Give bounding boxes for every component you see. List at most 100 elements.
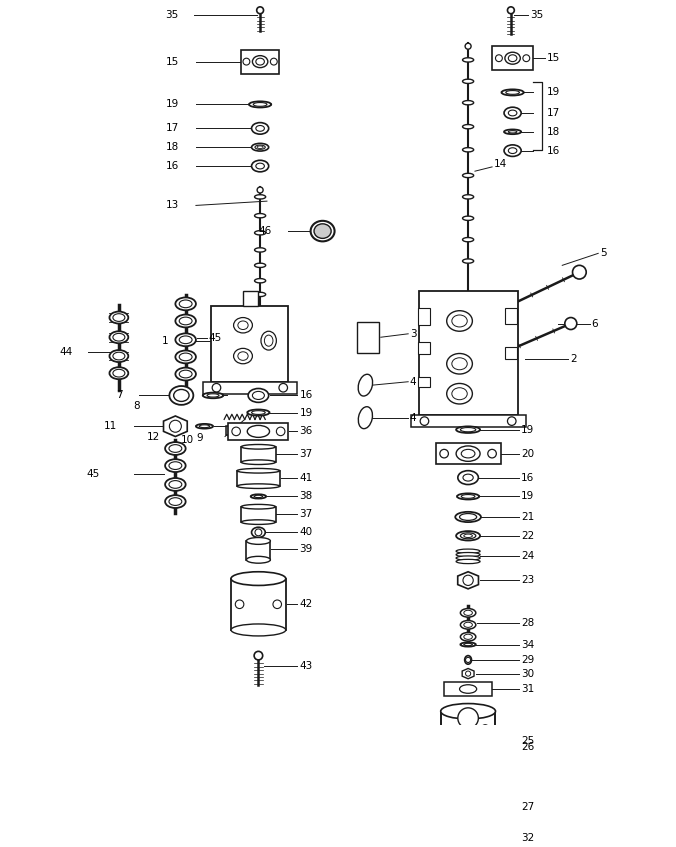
Bar — [241, 446, 276, 462]
Ellipse shape — [310, 221, 335, 241]
Circle shape — [270, 58, 277, 65]
Polygon shape — [462, 668, 474, 678]
Text: 39: 39 — [299, 545, 313, 555]
Ellipse shape — [460, 428, 476, 432]
Ellipse shape — [462, 101, 474, 105]
Circle shape — [483, 737, 491, 745]
Circle shape — [440, 450, 448, 458]
Bar — [226, 426, 243, 435]
Ellipse shape — [251, 495, 266, 499]
Circle shape — [463, 575, 473, 585]
Ellipse shape — [170, 386, 193, 405]
Ellipse shape — [248, 389, 268, 402]
Ellipse shape — [165, 459, 186, 472]
Ellipse shape — [464, 534, 473, 538]
Text: 34: 34 — [521, 639, 535, 650]
Ellipse shape — [456, 559, 480, 563]
Ellipse shape — [452, 388, 467, 400]
Ellipse shape — [464, 623, 473, 628]
Circle shape — [458, 708, 479, 728]
Ellipse shape — [179, 317, 192, 324]
Ellipse shape — [505, 53, 521, 64]
Ellipse shape — [169, 480, 182, 489]
Bar — [505, 346, 517, 358]
Ellipse shape — [464, 644, 473, 645]
Text: 30: 30 — [521, 668, 534, 678]
Ellipse shape — [251, 143, 268, 151]
Ellipse shape — [251, 160, 268, 172]
Circle shape — [508, 417, 516, 425]
Text: 41: 41 — [299, 473, 313, 483]
Circle shape — [488, 450, 496, 458]
Bar — [419, 291, 518, 415]
Ellipse shape — [113, 369, 125, 377]
Ellipse shape — [456, 556, 480, 560]
Bar — [492, 47, 533, 70]
Text: 15: 15 — [166, 57, 178, 67]
Text: 18: 18 — [547, 127, 560, 137]
Ellipse shape — [462, 79, 474, 84]
Text: 44: 44 — [59, 346, 72, 357]
Ellipse shape — [110, 350, 128, 362]
Text: 16: 16 — [521, 473, 535, 483]
Text: 27: 27 — [521, 802, 535, 812]
Text: 4: 4 — [410, 377, 416, 387]
Ellipse shape — [314, 224, 331, 238]
Ellipse shape — [508, 110, 517, 116]
Ellipse shape — [462, 259, 474, 263]
Text: 6: 6 — [592, 318, 598, 329]
Ellipse shape — [169, 498, 182, 506]
Text: 45: 45 — [209, 333, 222, 343]
Text: 36: 36 — [299, 426, 313, 436]
Ellipse shape — [175, 314, 196, 328]
Ellipse shape — [241, 460, 276, 464]
Text: 46: 46 — [259, 226, 272, 236]
Ellipse shape — [256, 163, 264, 169]
Ellipse shape — [455, 512, 481, 522]
Ellipse shape — [456, 549, 480, 553]
Ellipse shape — [447, 353, 473, 374]
Ellipse shape — [251, 527, 265, 538]
Ellipse shape — [452, 357, 467, 370]
Text: 32: 32 — [521, 833, 535, 843]
Ellipse shape — [502, 90, 524, 96]
Ellipse shape — [249, 102, 271, 108]
Circle shape — [496, 55, 502, 62]
Ellipse shape — [453, 823, 483, 833]
Text: 16: 16 — [299, 390, 313, 401]
Ellipse shape — [234, 318, 252, 333]
Text: 20: 20 — [521, 449, 534, 458]
Ellipse shape — [462, 237, 474, 241]
Ellipse shape — [203, 393, 223, 398]
Ellipse shape — [234, 348, 252, 363]
Ellipse shape — [165, 478, 186, 491]
Ellipse shape — [169, 462, 182, 469]
Bar — [453, 787, 483, 828]
Bar — [247, 541, 270, 560]
Text: 45: 45 — [87, 469, 100, 479]
Text: 19: 19 — [521, 491, 535, 501]
Polygon shape — [458, 572, 479, 589]
Bar — [444, 682, 492, 696]
Text: 19: 19 — [166, 99, 178, 109]
Ellipse shape — [255, 145, 265, 149]
Circle shape — [279, 384, 287, 392]
Ellipse shape — [456, 552, 480, 556]
Circle shape — [573, 265, 586, 279]
Ellipse shape — [456, 446, 480, 462]
Ellipse shape — [460, 608, 476, 617]
Circle shape — [466, 671, 470, 676]
Ellipse shape — [175, 297, 196, 310]
Text: 23: 23 — [521, 575, 535, 585]
Ellipse shape — [231, 624, 286, 636]
Ellipse shape — [247, 538, 270, 545]
Text: 38: 38 — [299, 491, 313, 501]
Ellipse shape — [447, 311, 473, 331]
Ellipse shape — [255, 213, 266, 218]
Circle shape — [466, 657, 470, 662]
Circle shape — [508, 7, 514, 14]
Circle shape — [523, 55, 530, 62]
Ellipse shape — [261, 331, 276, 350]
Ellipse shape — [460, 836, 477, 840]
Ellipse shape — [237, 484, 280, 489]
